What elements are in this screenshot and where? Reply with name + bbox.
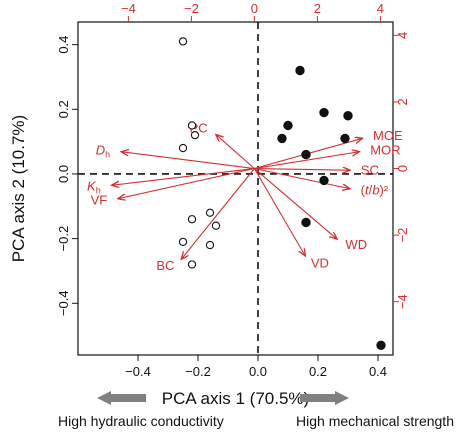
right-tick-label: −4	[395, 294, 410, 309]
loading-label: VD	[311, 256, 329, 271]
right-tick-label: 4	[395, 32, 410, 39]
top-tick-label: 2	[314, 1, 321, 16]
filled-point	[319, 107, 329, 118]
open-point	[178, 237, 188, 246]
open-point	[178, 37, 188, 46]
loading-label: MOE	[373, 128, 403, 143]
loading-arrow-vf	[119, 167, 255, 199]
x-tick-label: −0.2	[185, 364, 211, 379]
left-arrow-icon	[97, 391, 146, 405]
loading-arrow-mor	[254, 152, 358, 170]
top-tick-label: 0	[251, 1, 258, 16]
filled-point	[295, 65, 305, 76]
loading-label: MOR	[370, 142, 400, 157]
open-point	[187, 121, 197, 130]
loading-label: BC	[156, 258, 174, 273]
y-tick-label: 0.2	[56, 100, 71, 118]
filled-point	[319, 175, 329, 186]
filled-point	[283, 120, 293, 131]
right-tick-label: 0	[395, 165, 410, 172]
loading-label: Kh	[87, 178, 101, 195]
open-point	[205, 240, 215, 250]
top-tick-label: −2	[184, 1, 199, 16]
loading-arrow-dh	[122, 152, 255, 170]
loading-label: VF	[91, 193, 108, 208]
open-point	[187, 215, 197, 224]
x-tick-label: 0.4	[369, 364, 387, 379]
open-point	[178, 143, 188, 153]
loading-label: (t/b)²	[361, 183, 389, 198]
x-axis-title: PCA axis 1 (70.5%)	[162, 389, 309, 408]
loading-arrow-vd	[253, 168, 304, 256]
bottom-label-left: High hydraulic conductivity	[58, 413, 224, 429]
x-tick-label: 0.0	[249, 364, 267, 379]
x-tick-label: −0.4	[125, 364, 151, 379]
loading-label: WD	[345, 237, 367, 252]
filled-point	[277, 133, 287, 144]
loading-arrow-wd	[254, 168, 336, 239]
open-point	[205, 208, 215, 217]
loading-arrow-tb	[254, 167, 349, 189]
right-arrow-icon	[300, 391, 349, 405]
top-tick-label: 4	[377, 1, 384, 16]
x-tick-label: 0.2	[309, 364, 327, 379]
plot-frame	[77, 21, 394, 356]
y-tick-label: −0.4	[56, 290, 71, 316]
loading-arrow-bc	[182, 168, 255, 259]
y-tick-label: −0.2	[56, 226, 71, 252]
filled-point	[301, 149, 311, 160]
y-tick-label: 0.0	[56, 165, 71, 183]
y-axis-title: PCA axis 2 (10.7%)	[9, 115, 28, 262]
bottom-label-right: High mechanical strength	[296, 413, 454, 429]
open-point	[190, 131, 200, 140]
right-tick-label: 2	[395, 98, 410, 105]
filled-point	[340, 133, 350, 144]
open-point	[211, 221, 221, 230]
filled-point	[343, 111, 353, 121]
loading-arrow-kh	[113, 167, 255, 186]
y-tick-label: 0.4	[56, 36, 71, 54]
loading-arrow-pc	[217, 135, 255, 169]
filled-point	[376, 340, 386, 351]
right-tick-label: −2	[395, 228, 410, 243]
top-tick-label: −4	[121, 1, 136, 16]
loading-label: SC	[361, 162, 379, 177]
filled-point	[301, 217, 311, 228]
open-point	[187, 260, 197, 269]
loading-label: Dh	[96, 143, 110, 160]
loading-arrow-sc	[254, 169, 349, 171]
